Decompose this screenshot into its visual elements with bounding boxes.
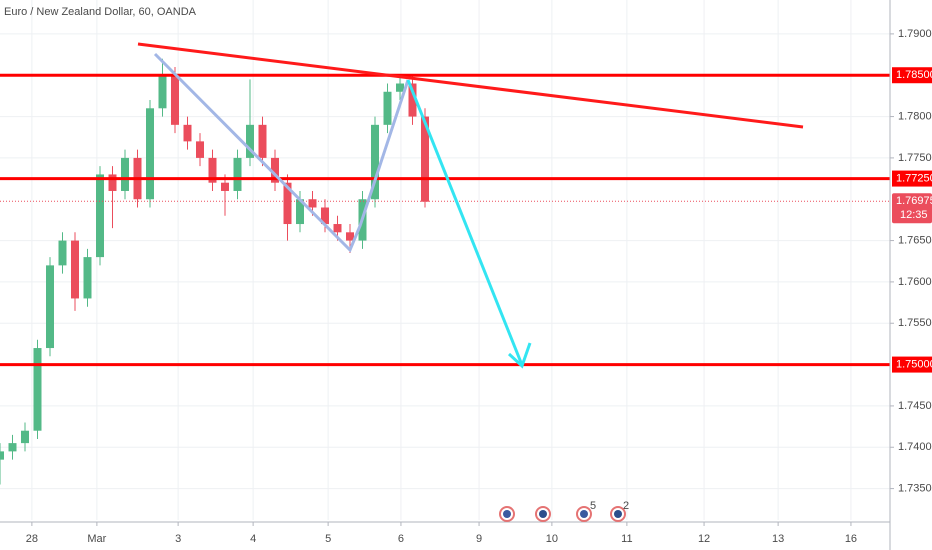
candle-body — [371, 124, 379, 200]
y-tick-label: 1.75500 — [898, 317, 932, 329]
level-label-box — [892, 67, 932, 84]
candle-body — [33, 348, 42, 431]
candle-body — [108, 174, 117, 191]
level-label: 1.77250 — [896, 172, 932, 184]
y-tick-label: 1.73500 — [898, 482, 932, 494]
y-tick-label: 1.76500 — [898, 234, 932, 246]
level-label-box — [892, 170, 932, 187]
last-price-label: 1.76975 — [896, 195, 932, 207]
candle-body — [96, 174, 104, 258]
event-flag — [503, 510, 511, 518]
y-tick-label: 1.76000 — [898, 276, 932, 288]
candle-body — [308, 199, 317, 208]
x-tick-label: 4 — [250, 533, 256, 545]
candle-body — [146, 108, 154, 200]
candle-body — [221, 182, 229, 191]
candle-body — [346, 232, 354, 241]
y-tick-label: 1.78000 — [898, 110, 932, 122]
event-flag — [580, 510, 588, 518]
level-label: 1.78500 — [896, 69, 932, 81]
event-flag — [614, 510, 622, 518]
candle-body — [208, 157, 217, 183]
event-count: 2 — [623, 500, 629, 512]
candle-body — [233, 157, 242, 191]
candle-body — [408, 83, 417, 117]
x-tick-label: 5 — [325, 533, 331, 545]
candle-body — [246, 124, 254, 158]
candle-body — [58, 240, 67, 266]
trend-line — [137, 42, 804, 129]
x-tick-label: Mar — [87, 533, 106, 545]
event-icons: 5 2 — [499, 500, 629, 522]
drawings — [137, 42, 804, 369]
x-tick-label: 16 — [845, 533, 857, 545]
y-tick-label: 1.79000 — [898, 28, 932, 40]
candle-body — [296, 199, 304, 225]
projection-arrow — [406, 79, 524, 366]
candle-body — [83, 257, 92, 299]
candle-body — [333, 224, 342, 233]
x-tick-label: 6 — [398, 533, 404, 545]
level-label-box — [892, 356, 932, 373]
candle-body — [71, 240, 79, 299]
candle-body — [158, 75, 167, 109]
x-tick-label: 28 — [26, 533, 38, 545]
axes: 1.79000 1.78000 1.77500 1.76500 1.76000 1.755… — [26, 28, 932, 545]
candle-body — [258, 124, 267, 158]
event-count: 5 — [590, 500, 596, 512]
arrow-head — [507, 342, 532, 369]
candle-body — [0, 451, 4, 460]
candle-body — [8, 443, 17, 452]
candle-body — [183, 124, 192, 142]
y-tick-label: 1.77500 — [898, 152, 932, 164]
levels — [0, 73, 890, 367]
x-tick-label: 13 — [772, 533, 784, 545]
level-label: 1.75000 — [896, 358, 932, 370]
event-flag — [539, 510, 547, 518]
candle-body — [396, 83, 404, 92]
x-tick-label: 12 — [698, 533, 710, 545]
candle-body — [271, 157, 279, 183]
x-tick-label: 10 — [546, 533, 558, 545]
x-tick-label: 9 — [476, 533, 482, 545]
x-tick-label: 11 — [621, 533, 632, 545]
candle-body — [321, 207, 329, 225]
candle-body — [21, 430, 29, 444]
y-tick-label: 1.74500 — [898, 400, 932, 412]
candle-body — [421, 116, 429, 202]
candle-body — [283, 182, 292, 225]
last-price-box — [892, 193, 932, 224]
candle-body — [121, 157, 129, 191]
candle-body — [46, 265, 54, 349]
y-tick-label: 1.74000 — [898, 441, 932, 453]
countdown-label: 12:35 — [900, 209, 928, 221]
candle-body — [383, 91, 392, 125]
candle-body — [196, 141, 204, 158]
candle-body — [171, 75, 179, 125]
x-tick-label: 3 — [175, 533, 181, 545]
pattern-line — [153, 52, 410, 253]
chart-title: Euro / New Zealand Dollar, 60, OANDA — [4, 6, 197, 18]
